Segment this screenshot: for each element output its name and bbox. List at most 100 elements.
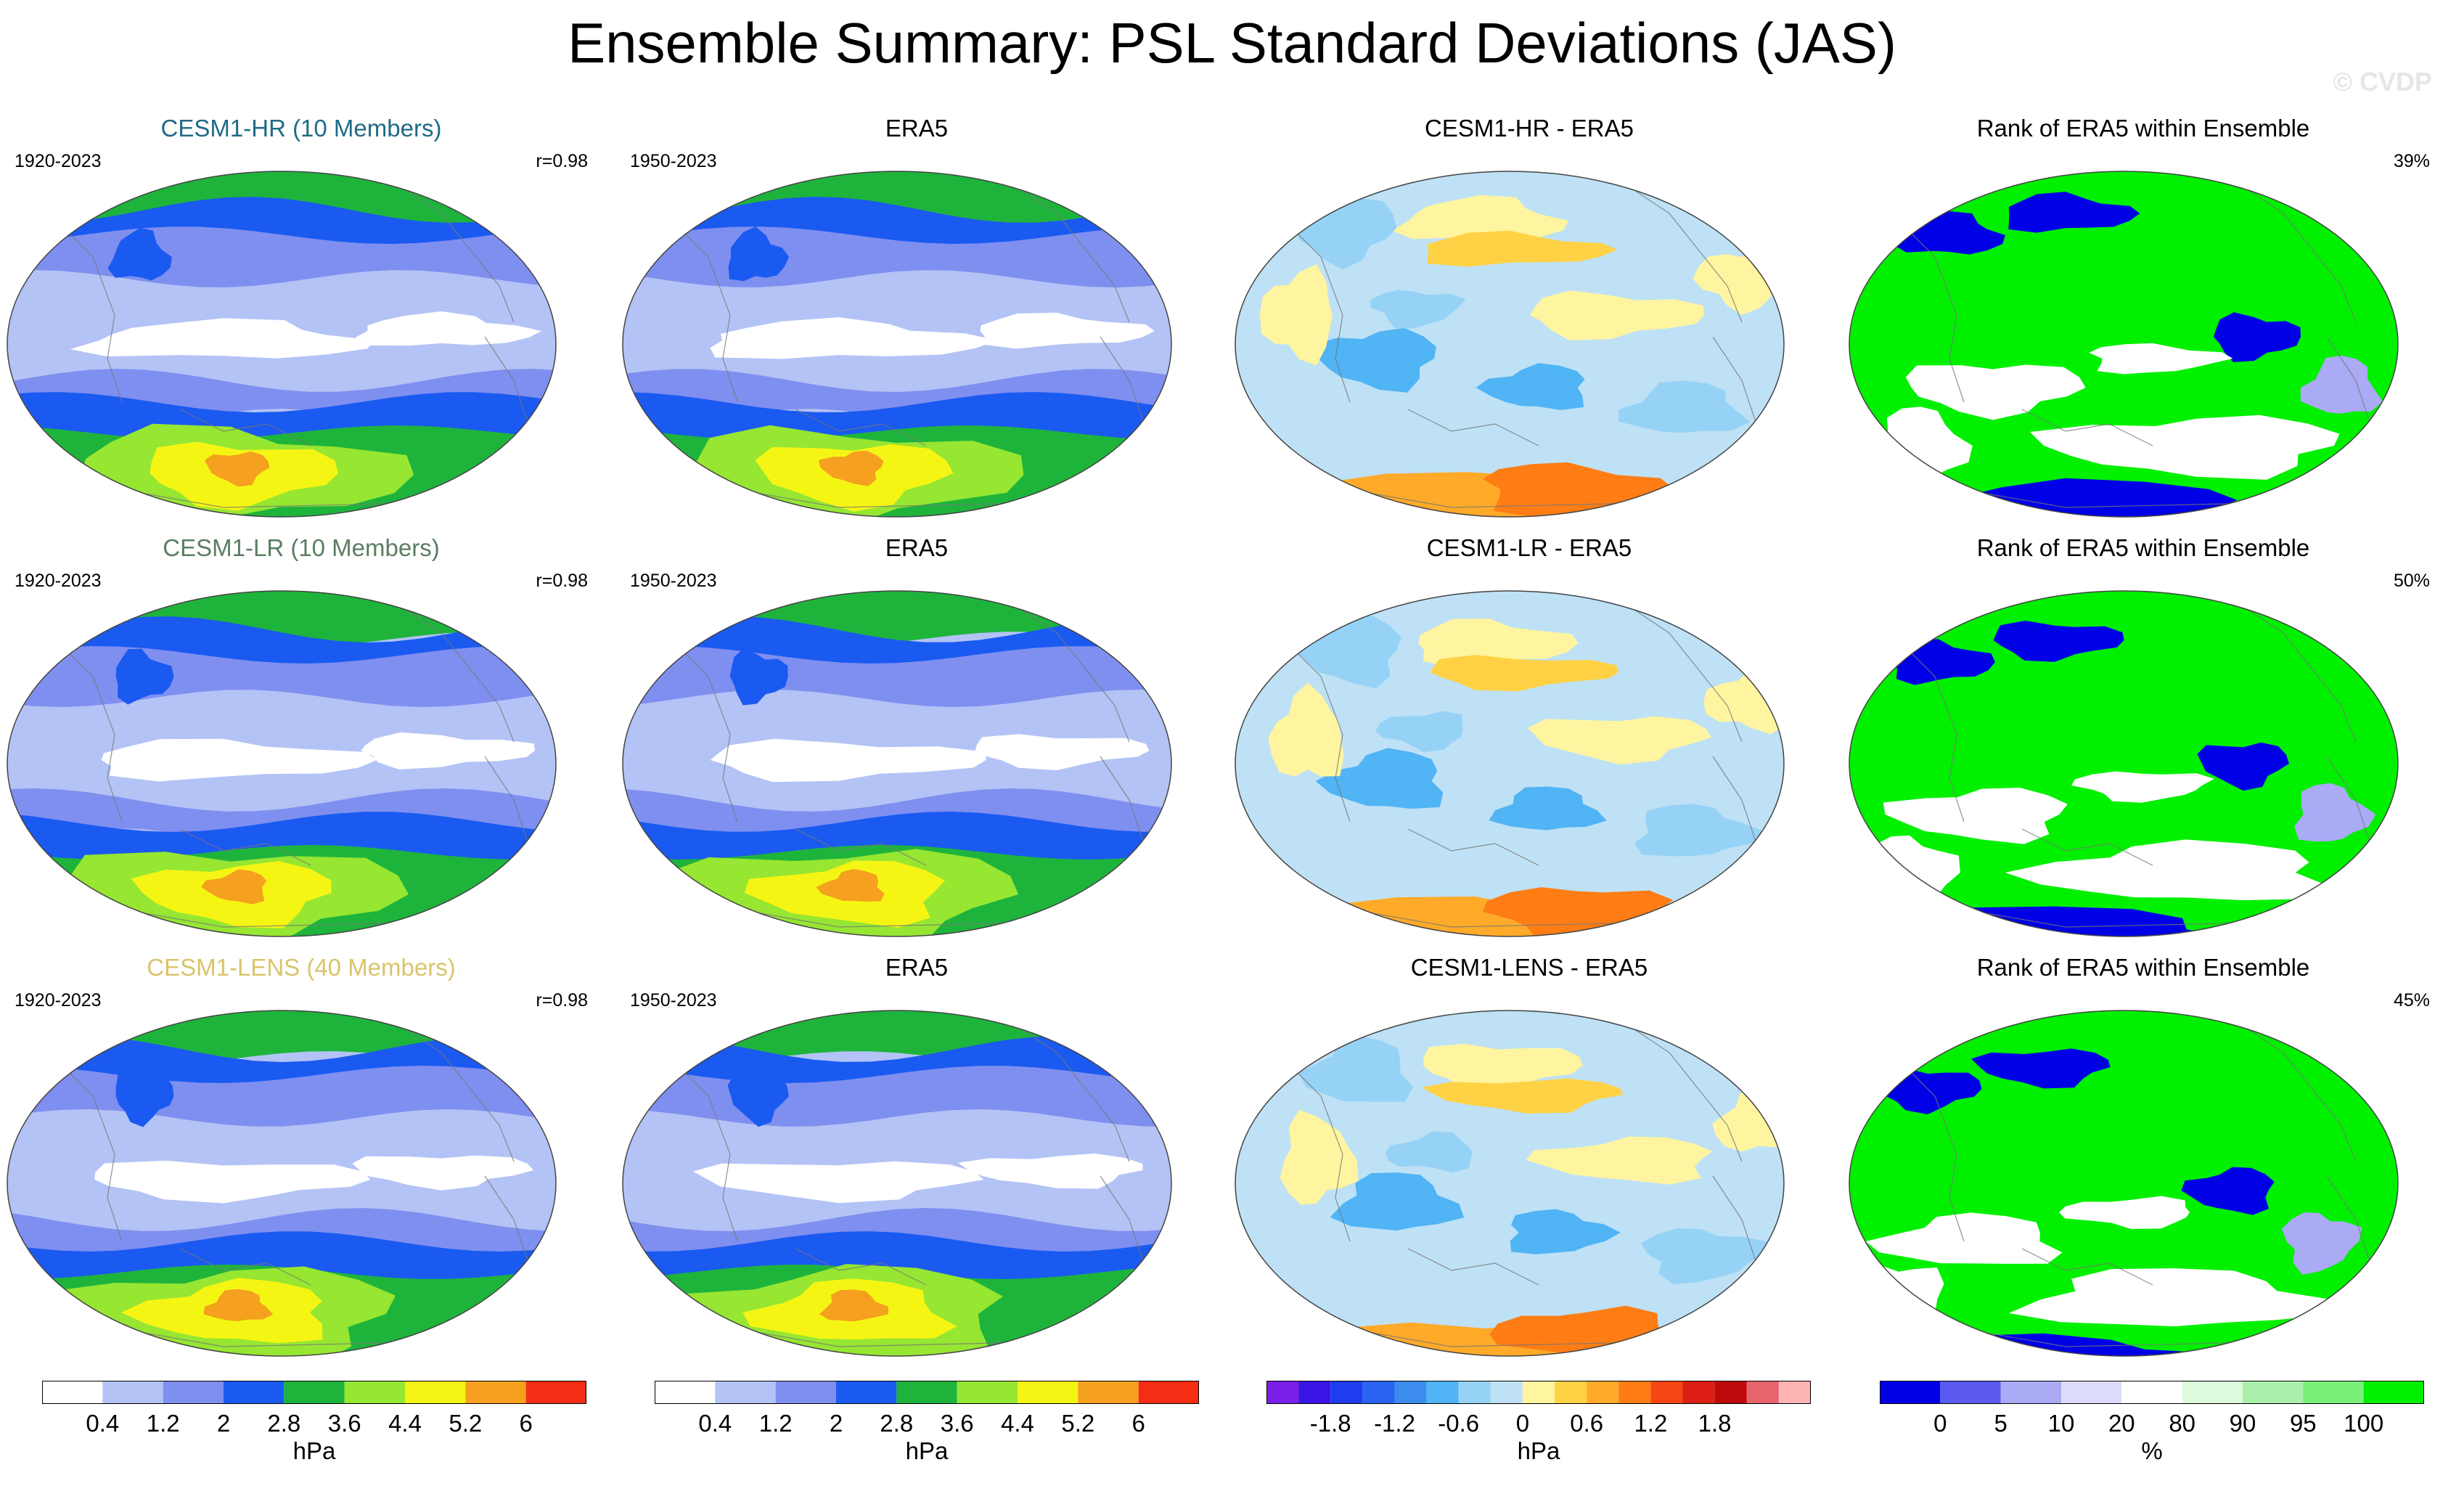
rank-contour — [2214, 312, 2301, 362]
sd-contour-south-band — [7, 788, 556, 852]
sd-contour-tropics-west — [101, 738, 377, 782]
rank-contour — [1993, 621, 2124, 662]
diff-contour — [1386, 1131, 1473, 1173]
colorbar-tick-label: 95 — [2290, 1410, 2317, 1437]
colorbar-swatch — [344, 1381, 405, 1404]
panel-diff-row2: CESM1-LR - ERA5 — [1228, 534, 1830, 954]
colorbar-swatch — [1394, 1381, 1427, 1404]
sd-contour-tropics-west — [710, 738, 986, 783]
colorbar-swatch — [1458, 1381, 1491, 1404]
rank-contour — [2008, 192, 2140, 233]
sd-contour-north-band — [623, 1036, 1171, 1109]
map-border — [622, 1010, 1172, 1357]
colorbar-tick-label: 3.6 — [941, 1410, 974, 1437]
colorbar-swatch — [2182, 1381, 2243, 1404]
map-diff — [1235, 590, 1785, 937]
map-border — [7, 171, 557, 518]
colorbar-swatch — [1650, 1381, 1683, 1404]
panel-rank-row2: Rank of ERA5 within Ensemble 50% — [1842, 534, 2444, 954]
panel-title: CESM1-LR - ERA5 — [1426, 534, 1632, 561]
panel-title: ERA5 — [885, 534, 949, 561]
colorbar-swatch — [1138, 1381, 1199, 1404]
diff-contour — [1391, 195, 1568, 242]
map-rank — [1849, 1010, 2399, 1357]
diff-contour — [1640, 1228, 1769, 1285]
colorbar-swatch — [1778, 1381, 1811, 1404]
rank-percentage: 39% — [2393, 151, 2430, 171]
colorbar-tick-label: 100 — [2344, 1410, 2383, 1437]
colorbar-swatch — [102, 1381, 163, 1404]
map-rank — [1849, 171, 2399, 518]
colorbar-swatch — [2061, 1381, 2122, 1404]
colorbar-tick-label: -0.6 — [1438, 1410, 1479, 1437]
colorbar-tick-label: 2.8 — [880, 1410, 913, 1437]
colorbar-swatch — [1018, 1381, 1078, 1404]
colorbar-tick-label: 0.4 — [86, 1410, 119, 1437]
map-model — [7, 590, 557, 937]
panel-title: ERA5 — [885, 115, 949, 142]
diff-contour — [1312, 327, 1436, 393]
colorbar-tick-label: 3.6 — [328, 1410, 361, 1437]
sd-contour-north-pacific-low — [115, 648, 174, 705]
diff-contour — [1634, 804, 1766, 857]
diff-contour — [1370, 290, 1466, 329]
colorbar-tick-label: 80 — [2169, 1410, 2195, 1437]
colorbar-swatch — [1362, 1381, 1395, 1404]
panel-model-row3: CESM1-LENS (40 Members) 1920-2023 r=0.98 — [0, 954, 602, 1373]
year-range: 1950-2023 — [630, 571, 717, 591]
diff-contour — [1268, 682, 1344, 777]
map-border — [1849, 171, 2399, 518]
sd-contour-arctic-high — [623, 591, 1171, 646]
colorbar-swatch — [1490, 1381, 1523, 1404]
diff-contour — [1475, 363, 1585, 410]
diff-contour — [1618, 380, 1751, 433]
colorbar-tick-label: 90 — [2230, 1410, 2256, 1437]
year-range: 1950-2023 — [630, 151, 717, 171]
map-rank — [1849, 590, 2399, 937]
rank-contour — [2294, 783, 2376, 842]
colorbar-svg: 0.4 1.2 2 2.8 3.6 4.4 5.2 6 hPa — [655, 1381, 1199, 1464]
colorbar-outline — [655, 1381, 1199, 1404]
colorbar-tick-label: 5 — [1994, 1410, 2007, 1437]
coastlines — [1891, 1023, 2382, 1347]
colorbar-outline — [1880, 1381, 2424, 1404]
rank-contour — [1894, 639, 1995, 685]
colorbar-tick-label: 2 — [830, 1410, 843, 1437]
colorbar-tick-label: 1.2 — [147, 1410, 180, 1437]
colorbar-unit-label: hPa — [293, 1437, 336, 1464]
colorbar-swatch — [2303, 1381, 2364, 1404]
year-range: 1920-2023 — [15, 990, 102, 1011]
rank-contour — [2029, 415, 2340, 480]
sd-contour-tropics-east — [980, 312, 1155, 349]
sd-contour-tropics-east — [975, 734, 1150, 771]
colorbar-sd-obs: 0.4 1.2 2 2.8 3.6 4.4 5.2 6 hPa — [655, 1381, 1199, 1479]
colorbar-tick-label: 1.8 — [1698, 1410, 1732, 1437]
diff-contour — [1422, 1078, 1624, 1114]
colorbar-swatch — [163, 1381, 224, 1404]
sd-contour-tropics-west — [94, 1160, 371, 1204]
colorbar-unit-label: hPa — [906, 1437, 949, 1464]
sd-contour-north-pacific-low — [728, 226, 790, 282]
sd-contour-tropics-east — [361, 732, 536, 769]
rank-contour — [2089, 343, 2233, 375]
colorbar-tick-label: 6 — [520, 1410, 533, 1437]
rank-percentage: 50% — [2393, 571, 2430, 591]
map-diff — [1235, 171, 1785, 518]
diff-contour — [1423, 1043, 1583, 1093]
colorbar-swatch — [284, 1381, 345, 1404]
map-border — [1849, 590, 2399, 937]
rank-contour — [2008, 1268, 2344, 1327]
panel-obs-row2: ERA5 1950-2023 — [615, 534, 1218, 954]
panel-model-row1: CESM1-HR (10 Members) 1920-2023 r=0.98 — [0, 115, 602, 534]
panel-rank-row3: Rank of ERA5 within Ensemble 45% — [1842, 954, 2444, 1373]
rank-contour — [1971, 1048, 2111, 1089]
diff-contour — [1330, 1172, 1465, 1231]
colorbar-swatch — [465, 1381, 526, 1404]
colorbar-tick-label: 0.6 — [1570, 1410, 1603, 1437]
year-range: 1920-2023 — [15, 571, 102, 591]
rank-contour — [2071, 771, 2214, 803]
sd-contour-tropics-east — [355, 311, 542, 346]
colorbar-swatch — [224, 1381, 285, 1404]
diff-contour — [1527, 716, 1711, 765]
panel-rank-row1: Rank of ERA5 within Ensemble 39% — [1842, 115, 2444, 534]
